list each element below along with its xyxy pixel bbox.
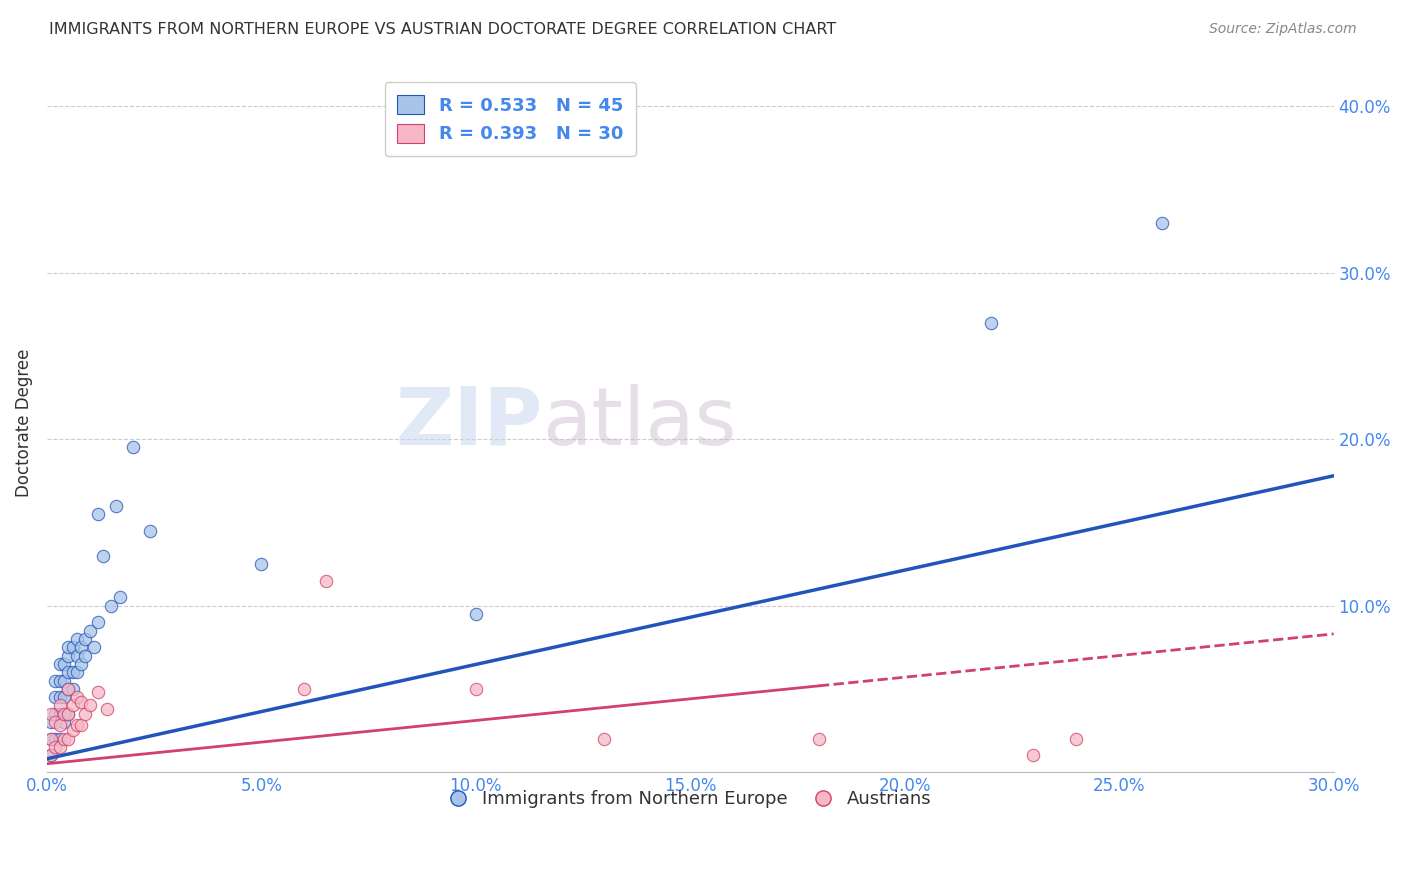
Point bbox=[62, 698, 84, 713]
Point bbox=[58, 681, 80, 696]
Point bbox=[121, 441, 143, 455]
Point bbox=[1022, 748, 1045, 763]
Point bbox=[979, 316, 1001, 330]
Point bbox=[70, 718, 93, 732]
Point bbox=[49, 698, 72, 713]
Point bbox=[96, 702, 118, 716]
Point bbox=[39, 706, 62, 721]
Point bbox=[62, 665, 84, 680]
Point bbox=[70, 657, 93, 671]
Point bbox=[593, 731, 616, 746]
Point bbox=[66, 690, 89, 705]
Point bbox=[66, 665, 89, 680]
Point bbox=[250, 557, 273, 571]
Point bbox=[807, 731, 830, 746]
Point bbox=[49, 740, 72, 755]
Point bbox=[44, 731, 66, 746]
Point bbox=[139, 524, 162, 538]
Point bbox=[292, 681, 315, 696]
Point bbox=[49, 657, 72, 671]
Point bbox=[464, 681, 486, 696]
Point bbox=[58, 706, 80, 721]
Point bbox=[39, 731, 62, 746]
Point bbox=[49, 731, 72, 746]
Point bbox=[58, 648, 80, 663]
Point bbox=[66, 648, 89, 663]
Point bbox=[53, 690, 76, 705]
Point bbox=[44, 706, 66, 721]
Point bbox=[1152, 216, 1174, 230]
Legend: Immigrants from Northern Europe, Austrians: Immigrants from Northern Europe, Austria… bbox=[441, 783, 939, 815]
Point bbox=[44, 673, 66, 688]
Point bbox=[49, 673, 72, 688]
Point bbox=[104, 499, 127, 513]
Point bbox=[87, 507, 110, 521]
Point bbox=[39, 715, 62, 730]
Y-axis label: Doctorate Degree: Doctorate Degree bbox=[15, 349, 32, 497]
Point bbox=[39, 748, 62, 763]
Point bbox=[62, 681, 84, 696]
Point bbox=[49, 690, 72, 705]
Point bbox=[91, 549, 114, 563]
Point bbox=[58, 706, 80, 721]
Point bbox=[49, 718, 72, 732]
Point bbox=[79, 624, 101, 638]
Point bbox=[58, 731, 80, 746]
Point bbox=[62, 640, 84, 655]
Point bbox=[39, 731, 62, 746]
Point bbox=[53, 706, 76, 721]
Point bbox=[79, 698, 101, 713]
Point bbox=[58, 665, 80, 680]
Text: IMMIGRANTS FROM NORTHERN EUROPE VS AUSTRIAN DOCTORATE DEGREE CORRELATION CHART: IMMIGRANTS FROM NORTHERN EUROPE VS AUSTR… bbox=[49, 22, 837, 37]
Text: Source: ZipAtlas.com: Source: ZipAtlas.com bbox=[1209, 22, 1357, 37]
Point bbox=[58, 681, 80, 696]
Point bbox=[66, 718, 89, 732]
Point bbox=[87, 685, 110, 699]
Point bbox=[44, 740, 66, 755]
Point bbox=[66, 632, 89, 646]
Point bbox=[70, 695, 93, 709]
Point bbox=[464, 607, 486, 621]
Point bbox=[315, 574, 337, 588]
Point bbox=[62, 723, 84, 738]
Text: atlas: atlas bbox=[543, 384, 737, 461]
Point bbox=[75, 648, 97, 663]
Point bbox=[100, 599, 122, 613]
Point bbox=[87, 615, 110, 630]
Point bbox=[49, 706, 72, 721]
Point bbox=[53, 657, 76, 671]
Point bbox=[70, 640, 93, 655]
Point bbox=[108, 591, 131, 605]
Point bbox=[75, 632, 97, 646]
Point bbox=[39, 748, 62, 763]
Point bbox=[44, 715, 66, 730]
Point bbox=[53, 731, 76, 746]
Point bbox=[83, 640, 105, 655]
Point bbox=[44, 690, 66, 705]
Text: ZIP: ZIP bbox=[395, 384, 543, 461]
Point bbox=[53, 673, 76, 688]
Point bbox=[53, 715, 76, 730]
Point bbox=[1064, 731, 1087, 746]
Point bbox=[75, 706, 97, 721]
Point bbox=[58, 640, 80, 655]
